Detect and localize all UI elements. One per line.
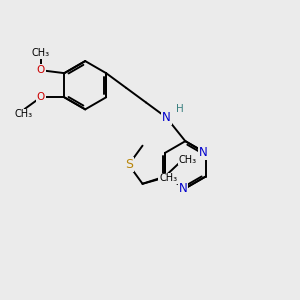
Text: CH₃: CH₃ [178, 155, 197, 165]
Text: O: O [37, 92, 45, 102]
Text: CH₃: CH₃ [159, 173, 177, 184]
Text: N: N [178, 182, 188, 195]
Text: N: N [162, 111, 171, 124]
Text: N: N [199, 146, 208, 159]
Text: CH₃: CH₃ [32, 48, 50, 58]
Text: S: S [125, 158, 133, 171]
Text: O: O [37, 65, 45, 75]
Text: CH₃: CH₃ [14, 110, 32, 119]
Text: H: H [176, 104, 183, 114]
